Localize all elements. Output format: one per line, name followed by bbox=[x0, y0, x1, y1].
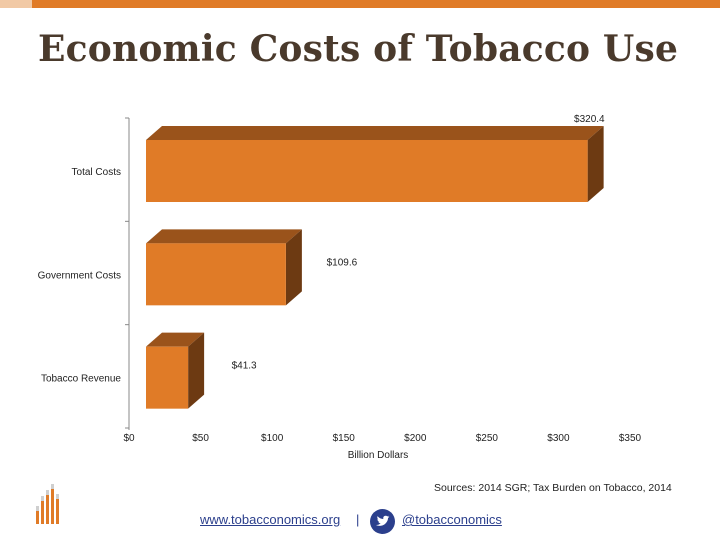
category-label: Total Costs bbox=[72, 167, 121, 178]
twitter-bird-icon[interactable] bbox=[370, 509, 395, 534]
website-link[interactable]: www.tobacconomics.org bbox=[200, 512, 341, 527]
bar-side-face bbox=[285, 229, 302, 306]
page-title: Economic Costs of Tobacco Use bbox=[38, 28, 679, 70]
x-tick-label: $150 bbox=[333, 433, 356, 444]
bar-top-face bbox=[146, 332, 205, 347]
bar bbox=[146, 346, 189, 409]
bar-side-face bbox=[188, 332, 205, 409]
bar-top-face bbox=[146, 229, 302, 244]
bar bbox=[146, 243, 286, 306]
bar-side-face bbox=[587, 126, 604, 202]
category-label: Tobacco Revenue bbox=[41, 374, 121, 385]
bar-top-face bbox=[146, 126, 604, 140]
x-tick-label: $0 bbox=[123, 433, 135, 444]
x-axis-title: Billion Dollars bbox=[348, 450, 409, 461]
x-tick-label: $250 bbox=[476, 433, 499, 444]
top-accent-bar-light bbox=[0, 0, 32, 8]
x-tick-label: $200 bbox=[404, 433, 427, 444]
x-tick-label: $50 bbox=[192, 433, 209, 444]
data-label: $109.6 bbox=[327, 257, 358, 268]
data-label: $41.3 bbox=[232, 361, 257, 372]
x-tick-label: $100 bbox=[261, 433, 284, 444]
top-accent-bar bbox=[0, 0, 720, 8]
twitter-handle-link[interactable]: @tobacconomics bbox=[402, 512, 502, 527]
bar bbox=[146, 140, 588, 202]
footer-separator: | bbox=[356, 512, 360, 527]
x-tick-label: $350 bbox=[619, 433, 642, 444]
x-tick-label: $300 bbox=[547, 433, 570, 444]
bar-chart: Total Costs $320.4 Government Costs $109.6 T… bbox=[38, 114, 642, 461]
tobacconomics-logo-icon bbox=[36, 484, 59, 524]
source-note: Sources: 2014 SGR; Tax Burden on Tobacco… bbox=[434, 482, 672, 494]
data-label: $320.4 bbox=[574, 114, 605, 125]
category-label: Government Costs bbox=[38, 270, 121, 281]
